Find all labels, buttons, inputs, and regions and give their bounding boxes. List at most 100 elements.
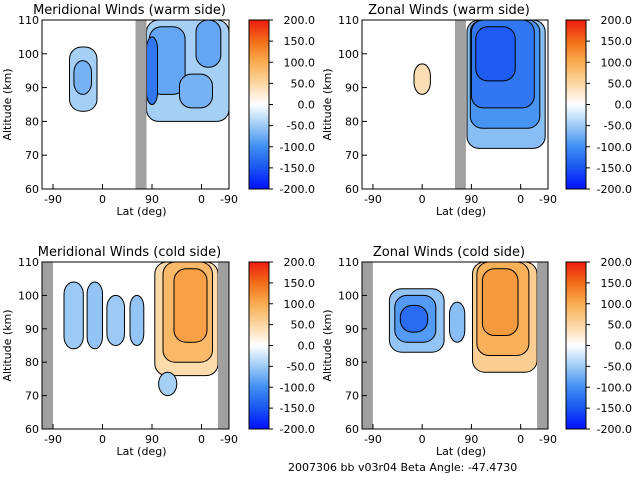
plot-frame <box>361 19 549 190</box>
colorbar <box>248 19 270 190</box>
contour-region-3 <box>399 304 429 333</box>
y-tick-label: 110 <box>18 14 39 27</box>
colorbar <box>565 261 587 430</box>
chart-title: Zonal Winds (cold side) <box>373 245 525 260</box>
contour-region-7 <box>173 268 208 343</box>
y-axis-label: Altitude (km) <box>321 68 334 140</box>
colorbar-tick-label: 50.0 <box>608 319 633 332</box>
contour-region-2 <box>86 281 103 350</box>
colorbar-tick-label: -100.0 <box>280 141 315 154</box>
y-tick-label: 60 <box>25 183 39 196</box>
colorbar-tick-label: -50.0 <box>287 120 315 133</box>
x-tick-label: 0 <box>517 433 524 446</box>
footer-text: 2007306 bb v03r04 Beta Angle: -47.4730 <box>288 461 517 474</box>
colorbar-tick-label: 50.0 <box>608 77 633 90</box>
x-tick-label: 0 <box>198 433 205 446</box>
contour-region-1 <box>63 281 84 350</box>
x-tick-label: -90 <box>44 433 62 446</box>
y-tick-label: 70 <box>25 390 39 403</box>
colorbar-tick-label: -100.0 <box>597 381 632 394</box>
x-tick-label: -90 <box>364 193 382 206</box>
y-tick-label: 70 <box>345 390 359 403</box>
colorbar-tick-label: 150.0 <box>284 35 316 48</box>
plot-area <box>413 20 546 189</box>
panel-1: -90 0 90 0 -90 Lat (deg) 60 70 80 90 100 110 Altitud… <box>1 3 315 218</box>
colorbar-tick-label: -200.0 <box>597 183 632 196</box>
x-tick-label: 0 <box>99 193 106 206</box>
x-tick-label: -90 <box>44 193 62 206</box>
y-tick-label: 60 <box>25 423 39 436</box>
y-axis-label: Altitude (km) <box>321 309 334 381</box>
colorbar-tick-label: -50.0 <box>604 120 632 133</box>
y-tick-label: 70 <box>25 149 39 162</box>
plot-frame <box>41 261 230 430</box>
chart-title: Zonal Winds (warm side) <box>368 3 530 18</box>
contour-region-2 <box>73 60 93 95</box>
colorbar-tick-label: 50.0 <box>291 319 316 332</box>
x-axis-label: Lat (deg) <box>117 205 167 218</box>
plot-area <box>362 262 548 429</box>
x-tick-label: 90 <box>145 433 159 446</box>
colorbar-tick-label: -200.0 <box>280 183 315 196</box>
colorbar-tick-label: 0.0 <box>615 340 633 353</box>
data-gap-2 <box>218 262 229 429</box>
y-axis-label: Altitude (km) <box>1 68 14 140</box>
y-axis-label: Altitude (km) <box>1 309 14 381</box>
colorbar-tick-label: -50.0 <box>287 360 315 373</box>
contour-region-4 <box>449 301 466 343</box>
colorbar-tick-label: 150.0 <box>284 277 316 290</box>
y-tick-label: 100 <box>338 48 359 61</box>
colorbar-tick-label: -200.0 <box>280 423 315 436</box>
y-tick-label: 100 <box>338 289 359 302</box>
y-tick-label: 70 <box>345 149 359 162</box>
x-tick-label: 0 <box>99 433 106 446</box>
chart-title: Meridional Winds (cold side) <box>38 245 221 260</box>
y-tick-label: 80 <box>25 115 39 128</box>
y-tick-label: 60 <box>345 183 359 196</box>
contour-region-7 <box>146 36 158 105</box>
contour-region-3 <box>106 294 126 346</box>
colorbar-tick-label: 0.0 <box>615 99 633 112</box>
data-gap-1 <box>362 262 373 429</box>
plot-area <box>69 20 229 189</box>
x-tick-label: 0 <box>198 193 205 206</box>
y-tick-label: 90 <box>25 82 39 95</box>
y-tick-label: 110 <box>338 256 359 269</box>
colorbar <box>565 19 587 190</box>
colorbar-tick-label: -100.0 <box>597 141 632 154</box>
x-tick-label: 90 <box>145 193 159 206</box>
colorbar-tick-label: 100.0 <box>284 56 316 69</box>
y-tick-label: 60 <box>345 423 359 436</box>
colorbar-tick-label: 50.0 <box>291 77 316 90</box>
x-axis-label: Lat (deg) <box>436 445 486 458</box>
x-tick-label: 90 <box>464 193 478 206</box>
x-tick-label: -90 <box>220 193 238 206</box>
colorbar-tick-label: 0.0 <box>298 340 316 353</box>
colorbar-tick-label: 100.0 <box>601 298 633 311</box>
data-gap-1 <box>42 262 53 429</box>
plot-frame <box>41 19 230 190</box>
y-tick-label: 90 <box>345 323 359 336</box>
panel-2: -90 0 90 0 -90 Lat (deg) 60 70 80 90 100 110 Altitud… <box>321 3 632 218</box>
contour-region-4 <box>129 294 145 346</box>
colorbar-tick-label: 200.0 <box>601 14 633 27</box>
data-gap-1 <box>455 20 466 189</box>
x-tick-label: 0 <box>419 193 426 206</box>
plot-area <box>42 262 229 429</box>
panel-4: -90 0 90 0 -90 Lat (deg) 60 70 80 90 100 110 Altitud… <box>321 245 632 458</box>
colorbar-tick-label: -150.0 <box>280 162 315 175</box>
colorbar-tick-label: 0.0 <box>298 99 316 112</box>
y-tick-label: 90 <box>345 82 359 95</box>
y-tick-label: 80 <box>345 356 359 369</box>
colorbar-tick-label: -150.0 <box>280 402 315 415</box>
y-tick-label: 90 <box>25 323 39 336</box>
colorbar-tick-label: 200.0 <box>601 256 633 269</box>
x-tick-label: 0 <box>517 193 524 206</box>
colorbar-tick-label: -150.0 <box>597 162 632 175</box>
y-tick-label: 80 <box>25 356 39 369</box>
colorbar-tick-label: -150.0 <box>597 402 632 415</box>
colorbar-tick-label: 200.0 <box>284 256 316 269</box>
y-tick-label: 80 <box>345 115 359 128</box>
data-gap-1 <box>135 20 147 189</box>
